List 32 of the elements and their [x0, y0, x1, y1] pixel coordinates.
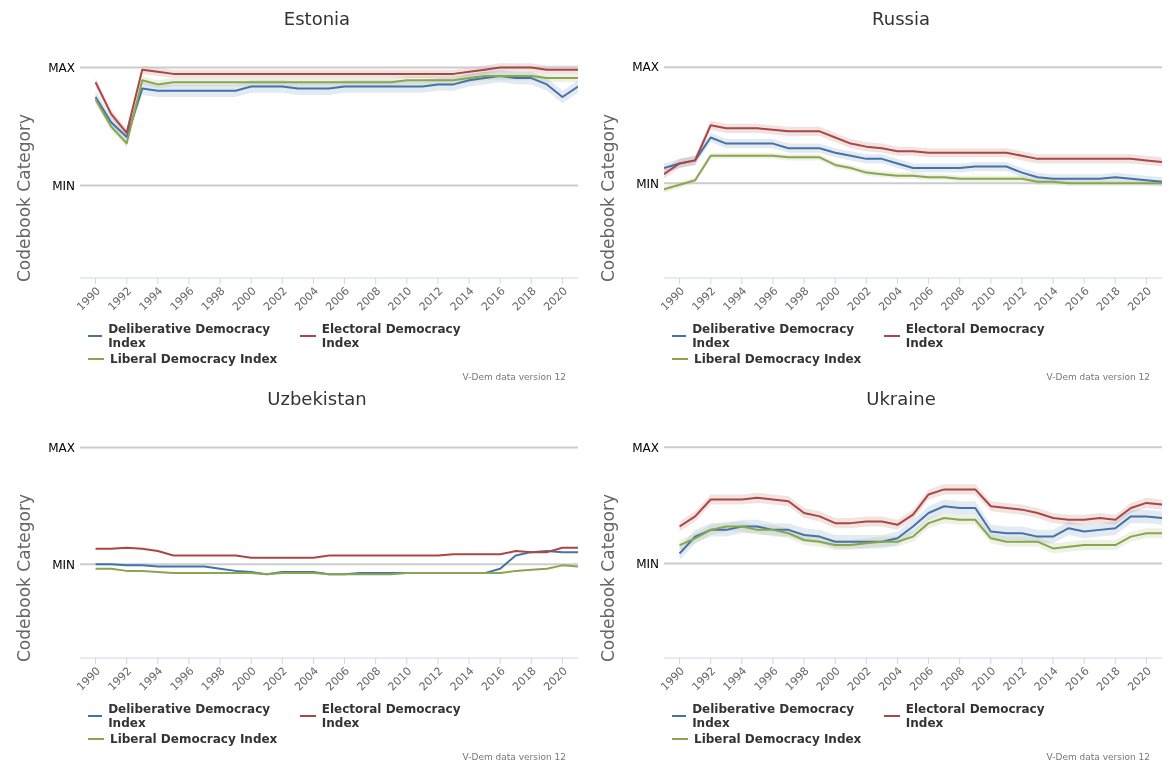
- y-axis-title: Codebook Category: [598, 113, 618, 284]
- legend-label: Liberal Democracy Index: [110, 352, 278, 366]
- chart-title: Uzbekistan: [266, 388, 368, 411]
- ref-line-label: MIN: [636, 556, 659, 571]
- text: V-Dem data version 12: [1046, 752, 1150, 762]
- ref-line-label: MIN: [636, 176, 659, 191]
- legend-label: Liberal Democracy Index: [110, 732, 278, 746]
- y-axis-title: Codebook Category: [14, 493, 34, 664]
- chart-title: Estonia: [282, 8, 352, 31]
- legend-label: Liberal Democracy Index: [694, 352, 862, 366]
- text: V-Dem data version 12: [462, 752, 566, 762]
- ref-line-label: MAX: [48, 440, 75, 455]
- chart-title: Russia: [871, 8, 931, 31]
- legend-label: Deliberative Democracy Index: [108, 702, 272, 730]
- legend-label: Liberal Democracy Index: [694, 732, 862, 746]
- text: V-Dem data version 12: [462, 372, 566, 382]
- ref-line-label: MIN: [52, 178, 75, 193]
- legend-label: Electoral Democracy Index: [321, 702, 462, 730]
- text: V-Dem data version 12: [1046, 372, 1150, 382]
- legend-label: Electoral Democracy Index: [905, 702, 1046, 730]
- legend-label: Deliberative Democracy Index: [108, 322, 272, 350]
- ref-line-label: MAX: [632, 60, 659, 75]
- legend-label: Deliberative Democracy Index: [692, 702, 856, 730]
- ref-line-label: MAX: [632, 440, 659, 455]
- ref-line-label: MAX: [48, 60, 75, 75]
- y-axis-title: Codebook Category: [14, 113, 34, 284]
- ref-line-label: MIN: [52, 557, 75, 572]
- legend-label: Electoral Democracy Index: [905, 322, 1046, 350]
- legend-label: Electoral Democracy Index: [321, 322, 462, 350]
- chart-title: Ukraine: [865, 388, 937, 411]
- y-axis-title: Codebook Category: [598, 493, 618, 664]
- legend-label: Deliberative Democracy Index: [692, 322, 856, 350]
